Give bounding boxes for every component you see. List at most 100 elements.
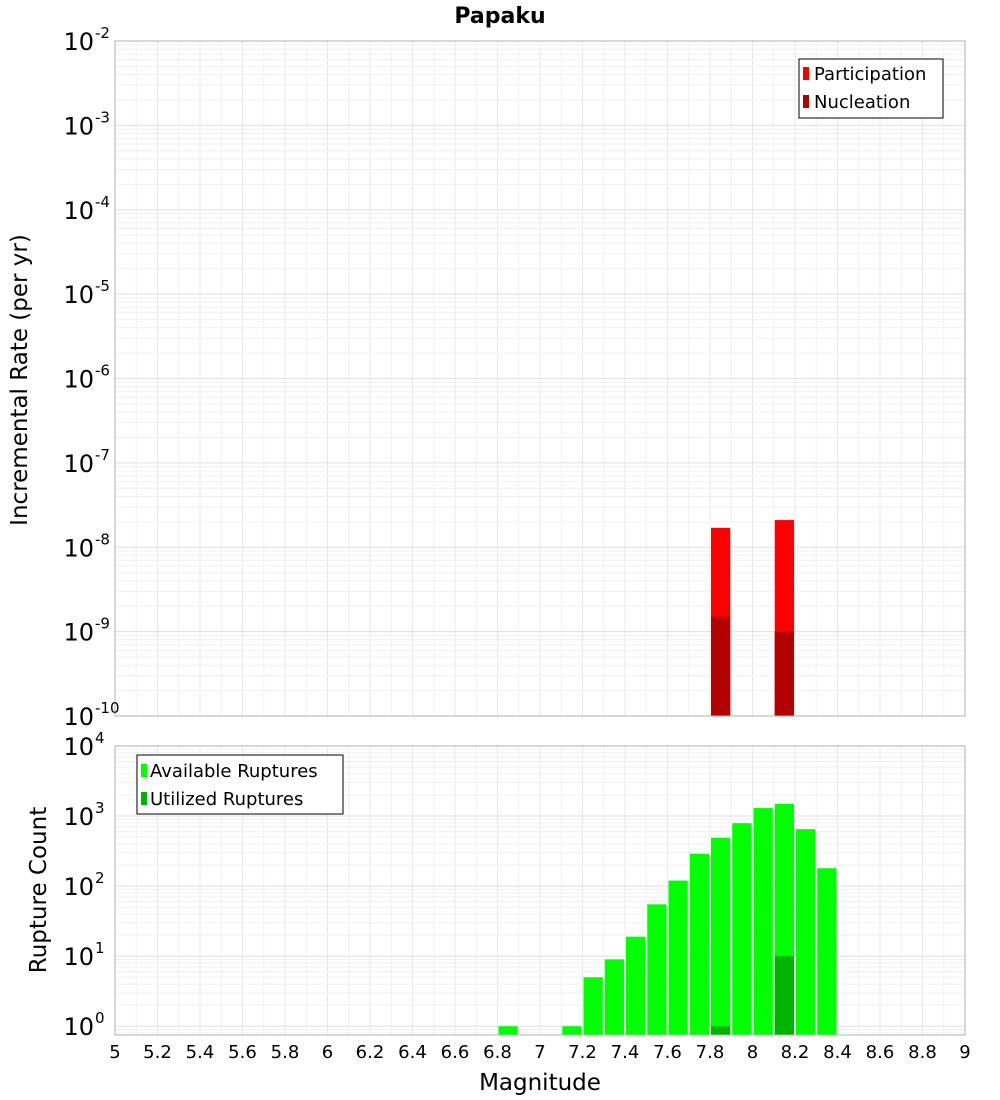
legend-swatch-utilized bbox=[141, 792, 147, 805]
top-y-tick-label: 10 -8 bbox=[63, 530, 110, 562]
bottom-y-tick-base: 10 bbox=[63, 733, 94, 761]
x-tick-label: 5.2 bbox=[143, 1042, 172, 1063]
legend-label-utilized: Utilized Ruptures bbox=[150, 789, 303, 810]
x-tick-label: 7 bbox=[534, 1042, 545, 1063]
top-y-tick-label: 10 -10 bbox=[63, 699, 119, 731]
x-tick-label: 8.8 bbox=[908, 1042, 937, 1063]
bottom-bar-available-ruptures bbox=[817, 868, 837, 1035]
bottom-legend-box bbox=[136, 754, 344, 815]
x-tick-label: 7.2 bbox=[568, 1042, 597, 1063]
x-tick-label: 6.2 bbox=[356, 1042, 385, 1063]
top-y-axis-label: Incremental Rate (per yr) bbox=[7, 234, 33, 526]
top-y-tick-base: 10 bbox=[63, 28, 94, 56]
x-tick-label: 8 bbox=[747, 1042, 758, 1063]
bottom-bar-available-ruptures bbox=[668, 880, 688, 1035]
top-plot-border bbox=[114, 40, 966, 717]
x-tick-label: 7.6 bbox=[653, 1042, 682, 1063]
x-tick-label: 9 bbox=[959, 1042, 970, 1063]
bottom-x-ticks: 5 5.2 5.4 5.6 5.8 6 6.2 6.4 6.6 6.8 7 7.2 7.4 7.6 7.8 8… bbox=[109, 1042, 970, 1063]
top-grid bbox=[114, 40, 966, 717]
bottom-y-tick-exp: 1 bbox=[95, 939, 105, 957]
top-y-tick-exp: -8 bbox=[95, 530, 110, 548]
top-y-tick-base: 10 bbox=[63, 703, 94, 731]
bottom-bar-available-ruptures bbox=[753, 808, 773, 1035]
x-tick-label: 7.8 bbox=[696, 1042, 725, 1063]
x-tick-label: 5 bbox=[109, 1042, 120, 1063]
bottom-bar-available-ruptures bbox=[796, 829, 816, 1035]
bottom-y-tick-base: 10 bbox=[63, 1013, 94, 1041]
bottom-bar-available-ruptures bbox=[689, 853, 709, 1035]
x-tick-label: 5.8 bbox=[271, 1042, 300, 1063]
top-y-tick-base: 10 bbox=[63, 112, 94, 140]
bottom-legend: Available Ruptures Utilized Ruptures bbox=[136, 754, 344, 815]
bottom-y-tick-label: 10 2 bbox=[63, 869, 104, 901]
top-y-tick-label: 10 -5 bbox=[63, 277, 110, 309]
top-y-tick-label: 10 -6 bbox=[63, 362, 110, 394]
bottom-y-tick-label: 10 4 bbox=[63, 729, 104, 761]
top-y-tick-base: 10 bbox=[63, 450, 94, 478]
legend-label-available: Available Ruptures bbox=[150, 761, 318, 782]
top-y-tick-exp: -10 bbox=[95, 699, 120, 717]
top-y-tick-exp: -2 bbox=[95, 24, 110, 42]
top-y-tick-base: 10 bbox=[63, 366, 94, 394]
top-y-tick-exp: -7 bbox=[95, 446, 110, 464]
top-bar-nucleation bbox=[774, 631, 794, 716]
top-y-tick-exp: -4 bbox=[95, 193, 110, 211]
chart-title: Papaku bbox=[454, 4, 545, 29]
top-y-tick-exp: -5 bbox=[95, 277, 110, 295]
x-tick-label: 8.4 bbox=[823, 1042, 852, 1063]
bottom-y-tick-exp: 2 bbox=[95, 869, 105, 887]
bottom-bar-available-ruptures bbox=[583, 977, 603, 1035]
top-y-tick-label: 10 -7 bbox=[63, 446, 110, 478]
bottom-bar-available-ruptures bbox=[626, 936, 646, 1035]
x-tick-label: 6.4 bbox=[398, 1042, 427, 1063]
top-y-tick-exp: -6 bbox=[95, 362, 110, 380]
x-tick-label: 5.4 bbox=[186, 1042, 215, 1063]
bottom-y-tick-exp: 0 bbox=[95, 1009, 105, 1027]
top-bar-nucleation bbox=[711, 616, 731, 716]
x-tick-label: 8.6 bbox=[866, 1042, 895, 1063]
x-tick-label: 6.8 bbox=[483, 1042, 512, 1063]
bottom-y-tick-exp: 4 bbox=[95, 729, 105, 747]
top-y-tick-exp: -3 bbox=[95, 108, 110, 126]
bottom-y-tick-exp: 3 bbox=[95, 799, 105, 817]
top-y-tick-base: 10 bbox=[63, 197, 94, 225]
top-legend: Participation Nucleation bbox=[798, 58, 944, 119]
bottom-y-tick-base: 10 bbox=[63, 803, 94, 831]
bottom-bar-utilized-ruptures bbox=[711, 1026, 731, 1035]
bottom-y-tick-label: 10 1 bbox=[63, 939, 104, 971]
legend-swatch-nucleation bbox=[803, 95, 809, 108]
x-tick-label: 6.6 bbox=[441, 1042, 470, 1063]
top-y-tick-label: 10 -2 bbox=[63, 24, 110, 56]
bottom-plot-border bbox=[114, 745, 966, 1036]
top-y-tick-base: 10 bbox=[63, 534, 94, 562]
legend-swatch-available bbox=[141, 764, 147, 777]
top-y-tick-label: 10 -3 bbox=[63, 108, 110, 140]
bottom-y-tick-label: 10 3 bbox=[63, 799, 104, 831]
top-y-tick-label: 10 -9 bbox=[63, 615, 110, 647]
x-axis-label: Magnitude bbox=[479, 1070, 601, 1096]
bottom-bar-available-ruptures bbox=[732, 823, 752, 1035]
legend-label-participation: Participation bbox=[814, 64, 926, 85]
x-tick-label: 5.6 bbox=[228, 1042, 257, 1063]
top-legend-box bbox=[798, 58, 944, 119]
top-y-tick-base: 10 bbox=[63, 619, 94, 647]
bottom-bar-available-ruptures bbox=[711, 837, 731, 1035]
top-bars bbox=[711, 520, 794, 716]
bottom-grid bbox=[114, 745, 966, 1035]
bottom-bar-available-ruptures bbox=[604, 959, 624, 1035]
x-tick-label: 7.4 bbox=[611, 1042, 640, 1063]
bottom-bar-available-ruptures bbox=[562, 1026, 582, 1035]
bottom-y-tick-base: 10 bbox=[63, 873, 94, 901]
legend-swatch-participation bbox=[803, 67, 809, 80]
x-tick-label: 6 bbox=[322, 1042, 333, 1063]
bottom-bars bbox=[498, 803, 837, 1035]
legend-label-nucleation: Nucleation bbox=[814, 92, 910, 113]
x-tick-label: 8.2 bbox=[781, 1042, 810, 1063]
bottom-y-tick-label: 10 0 bbox=[63, 1009, 104, 1041]
top-y-tick-label: 10 -4 bbox=[63, 193, 110, 225]
bottom-bar-utilized-ruptures bbox=[774, 956, 794, 1035]
